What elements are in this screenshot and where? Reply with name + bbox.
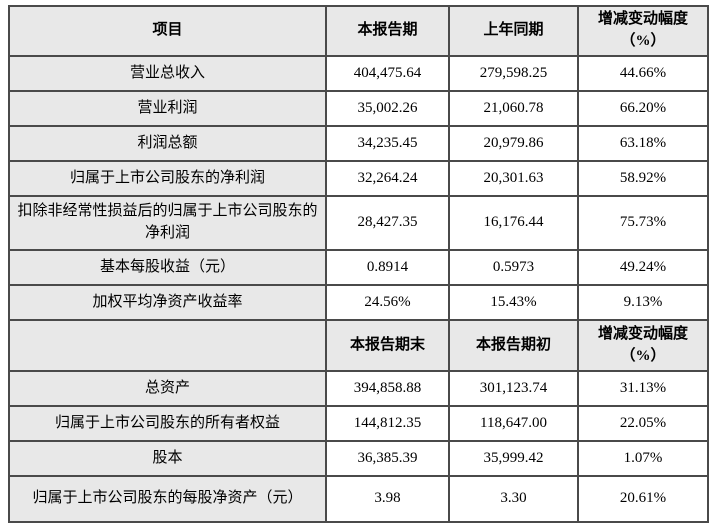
table-row: 归属于上市公司股东的每股净资产（元） 3.98 3.30 20.61% — [8, 475, 709, 523]
header-period-begin: 本报告期初 — [448, 319, 579, 372]
prior-value-cell: 35,999.42 — [448, 440, 579, 477]
prior-value-cell: 21,060.78 — [448, 90, 579, 127]
change-value-cell: 66.20% — [577, 90, 709, 127]
table-row: 归属于上市公司股东的净利润 32,264.24 20,301.63 58.92% — [8, 160, 709, 197]
row-label-net-profit-attributable: 归属于上市公司股东的净利润 — [8, 160, 327, 197]
header-change-pct-line1: 增减变动幅度 — [597, 11, 688, 28]
change-value-cell: 63.18% — [577, 125, 709, 162]
row-label-share-capital: 股本 — [8, 440, 327, 477]
row-label-net-profit-excl-nonrecurring: 扣除非经常性损益后的归属于上市公司股东的净利润 — [8, 195, 327, 251]
table-row: 扣除非经常性损益后的归属于上市公司股东的净利润 28,427.35 16,176… — [8, 195, 709, 251]
header-change-pct-2: 增减变动幅度 （%） — [577, 319, 709, 372]
prior-value-cell: 279,598.25 — [448, 55, 579, 92]
header-current-period: 本报告期 — [325, 5, 450, 57]
current-value-cell: 35,002.26 — [325, 90, 450, 127]
change-value-cell: 1.07% — [577, 440, 709, 477]
header-prior-period: 上年同期 — [448, 5, 579, 57]
header-item: 项目 — [8, 5, 327, 57]
change-value-cell: 31.13% — [577, 370, 709, 407]
header-change-pct-line2: （%） — [620, 33, 666, 49]
current-value-cell: 34,235.45 — [325, 125, 450, 162]
change-value-cell: 75.73% — [577, 195, 709, 251]
header-change-pct-2-line1: 增减变动幅度 — [597, 325, 688, 342]
row-label-total-profit: 利润总额 — [8, 125, 327, 162]
table-row: 股本 36,385.39 35,999.42 1.07% — [8, 440, 709, 477]
row-label-owners-equity-attributable: 归属于上市公司股东的所有者权益 — [8, 405, 327, 442]
table-row: 基本每股收益（元） 0.8914 0.5973 49.24% — [8, 249, 709, 286]
header-change-pct-2-line2: （%） — [620, 347, 666, 364]
row-label-operating-profit: 营业利润 — [8, 90, 327, 127]
prior-value-cell: 16,176.44 — [448, 195, 579, 251]
prior-value-cell: 20,301.63 — [448, 160, 579, 197]
row-label-total-revenue: 营业总收入 — [8, 55, 327, 92]
table-header-row-period-end: 本报告期末 本报告期初 增减变动幅度 （%） — [8, 319, 709, 372]
prior-value-cell: 0.5973 — [448, 249, 579, 286]
prior-value-cell: 15.43% — [448, 284, 579, 321]
financial-summary-table: 项目 本报告期 上年同期 增减变动幅度 （%） 营业总收入 404,475.64… — [8, 5, 709, 523]
current-value-cell: 3.98 — [325, 475, 450, 523]
prior-value-cell: 3.30 — [448, 475, 579, 523]
current-value-cell: 24.56% — [325, 284, 450, 321]
table-header-row-period: 项目 本报告期 上年同期 增减变动幅度 （%） — [8, 5, 709, 57]
table-row: 营业总收入 404,475.64 279,598.25 44.66% — [8, 55, 709, 92]
table-row: 总资产 394,858.88 301,123.74 31.13% — [8, 370, 709, 407]
row-label-net-assets-per-share: 归属于上市公司股东的每股净资产（元） — [8, 475, 327, 523]
table-row: 利润总额 34,235.45 20,979.86 63.18% — [8, 125, 709, 162]
table-row: 归属于上市公司股东的所有者权益 144,812.35 118,647.00 22… — [8, 405, 709, 442]
change-value-cell: 20.61% — [577, 475, 709, 523]
header-period-end: 本报告期末 — [325, 319, 450, 372]
table-row: 加权平均净资产收益率 24.56% 15.43% 9.13% — [8, 284, 709, 321]
current-value-cell: 144,812.35 — [325, 405, 450, 442]
change-value-cell: 58.92% — [577, 160, 709, 197]
current-value-cell: 404,475.64 — [325, 55, 450, 92]
table-row: 营业利润 35,002.26 21,060.78 66.20% — [8, 90, 709, 127]
row-label-weighted-avg-roe: 加权平均净资产收益率 — [8, 284, 327, 321]
prior-value-cell: 20,979.86 — [448, 125, 579, 162]
current-value-cell: 36,385.39 — [325, 440, 450, 477]
current-value-cell: 394,858.88 — [325, 370, 450, 407]
header-change-pct: 增减变动幅度 （%） — [577, 5, 709, 57]
change-value-cell: 44.66% — [577, 55, 709, 92]
current-value-cell: 0.8914 — [325, 249, 450, 286]
header-item-blank — [8, 319, 327, 372]
row-label-total-assets: 总资产 — [8, 370, 327, 407]
prior-value-cell: 118,647.00 — [448, 405, 579, 442]
row-label-basic-eps: 基本每股收益（元） — [8, 249, 327, 286]
change-value-cell: 49.24% — [577, 249, 709, 286]
change-value-cell: 22.05% — [577, 405, 709, 442]
current-value-cell: 28,427.35 — [325, 195, 450, 251]
current-value-cell: 32,264.24 — [325, 160, 450, 197]
prior-value-cell: 301,123.74 — [448, 370, 579, 407]
change-value-cell: 9.13% — [577, 284, 709, 321]
